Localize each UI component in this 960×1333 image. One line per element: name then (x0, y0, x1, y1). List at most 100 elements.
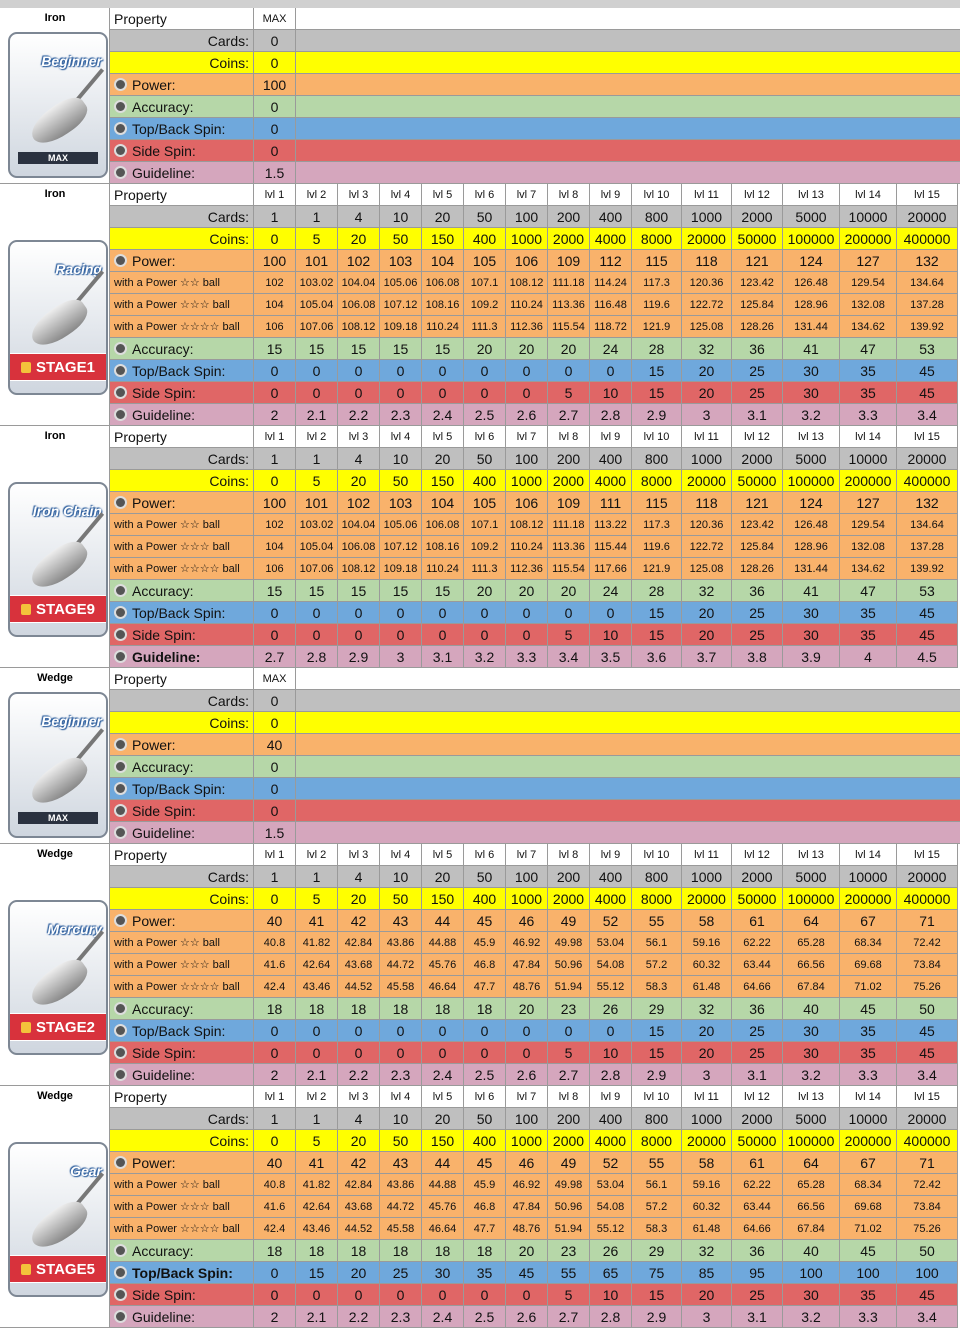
row-value: 3.2 (783, 1064, 840, 1086)
row-value: 36 (732, 580, 783, 602)
stat-icon (114, 584, 127, 597)
header-level: lvl 15 (897, 184, 958, 206)
row-value: 0 (254, 118, 296, 140)
row-value: 67 (840, 910, 897, 932)
row-value: 200 (548, 448, 590, 470)
row-value: 71.02 (840, 1218, 897, 1240)
row-label: Cards: (110, 690, 254, 712)
row-value: 0 (254, 690, 296, 712)
stage-badge: STAGE9 (10, 595, 106, 623)
row-value: 15 (338, 338, 380, 360)
row-value: 20 (682, 1020, 732, 1042)
row-value: 1000 (682, 206, 732, 228)
row-value: 121 (732, 492, 783, 514)
row-value: 30 (783, 624, 840, 646)
row-value: 2.8 (590, 1306, 632, 1328)
row-value: 125.08 (682, 558, 732, 580)
row-value: 0 (548, 360, 590, 382)
row-value: 116.48 (590, 294, 632, 316)
row-value: 110.24 (422, 316, 464, 338)
header-level: lvl 7 (506, 184, 548, 206)
header-level: lvl 1 (254, 426, 296, 448)
header-level: lvl 9 (590, 184, 632, 206)
row-label: with a Power ☆☆☆ ball (110, 536, 254, 558)
row-value: 45 (464, 1152, 506, 1174)
row-value: 36 (732, 998, 783, 1020)
row-value: 42 (338, 910, 380, 932)
row-value: 3.9 (783, 646, 840, 668)
row-value: 0 (296, 1020, 338, 1042)
row-value: 40.8 (254, 1174, 296, 1196)
header-level: lvl 5 (422, 844, 464, 866)
row-value: 2.7 (548, 404, 590, 426)
row-value: 64 (783, 910, 840, 932)
row-value: 3.8 (732, 646, 783, 668)
row-value: 65.28 (783, 932, 840, 954)
row-value: 0 (380, 1020, 422, 1042)
stat-icon (114, 100, 127, 113)
club-category: Iron (44, 12, 66, 24)
row-value: 20 (422, 866, 464, 888)
row-value: 15 (632, 1020, 682, 1042)
row-value: 75.26 (897, 1218, 958, 1240)
row-value: 65.28 (783, 1174, 840, 1196)
row-value: 107.1 (464, 514, 506, 536)
row-value: 127 (840, 250, 897, 272)
header-property: Property (110, 1086, 254, 1108)
row-value: 20 (682, 360, 732, 382)
row-value: 106.08 (338, 294, 380, 316)
row-label: Top/Back Spin: (110, 1020, 254, 1042)
row-value: 5 (548, 1042, 590, 1064)
row-value: 36 (732, 338, 783, 360)
row-value: 47 (840, 580, 897, 602)
row-value: 2000 (732, 448, 783, 470)
row-value: 1000 (506, 470, 548, 492)
row-label: Coins: (110, 228, 254, 250)
row-value: 45.76 (422, 954, 464, 976)
row-value: 55.12 (590, 1218, 632, 1240)
header-level: lvl 1 (254, 1086, 296, 1108)
row-value: 20 (422, 448, 464, 470)
row-value: 0 (254, 800, 296, 822)
row-value: 105 (464, 250, 506, 272)
row-value: 103 (380, 492, 422, 514)
row-label: with a Power ☆☆ ball (110, 272, 254, 294)
row-value: 28 (632, 580, 682, 602)
row-label: Side Spin: (110, 800, 254, 822)
header-level: lvl 8 (548, 426, 590, 448)
row-value: 10 (380, 448, 422, 470)
club-name: Iron Chain (32, 503, 102, 519)
row-value: 0 (422, 360, 464, 382)
row-value: 0 (380, 1042, 422, 1064)
header-level: MAX (254, 8, 296, 30)
row-value: 35 (840, 360, 897, 382)
row-value: 0 (422, 1020, 464, 1042)
row-value: 46.64 (422, 1218, 464, 1240)
row-value: 45.76 (422, 1196, 464, 1218)
row-label: Power: (110, 250, 254, 272)
row-value: 2.1 (296, 404, 338, 426)
header-level: lvl 2 (296, 184, 338, 206)
club-card: Iron Chain STAGE9 (8, 482, 108, 637)
row-value: 15 (296, 338, 338, 360)
row-value: 121.9 (632, 316, 682, 338)
row-value: 0 (296, 624, 338, 646)
row-value: 0 (464, 602, 506, 624)
row-value: 15 (338, 580, 380, 602)
row-value: 3.1 (732, 1306, 783, 1328)
row-value: 104 (422, 250, 464, 272)
row-value: 45 (897, 602, 958, 624)
row-value: 35 (840, 1042, 897, 1064)
row-label: with a Power ☆☆☆ ball (110, 1196, 254, 1218)
row-label: with a Power ☆☆☆☆ ball (110, 316, 254, 338)
row-value: 0 (590, 1020, 632, 1042)
row-value: 0 (254, 1042, 296, 1064)
row-value: 2000 (732, 206, 783, 228)
row-value: 15 (380, 338, 422, 360)
row-value: 400 (464, 1130, 506, 1152)
row-value: 104 (254, 536, 296, 558)
sheet-top-strip (0, 0, 960, 8)
club-card: Beginner MAX (8, 32, 108, 178)
row-value: 100 (506, 1108, 548, 1130)
row-value: 2.6 (506, 1306, 548, 1328)
